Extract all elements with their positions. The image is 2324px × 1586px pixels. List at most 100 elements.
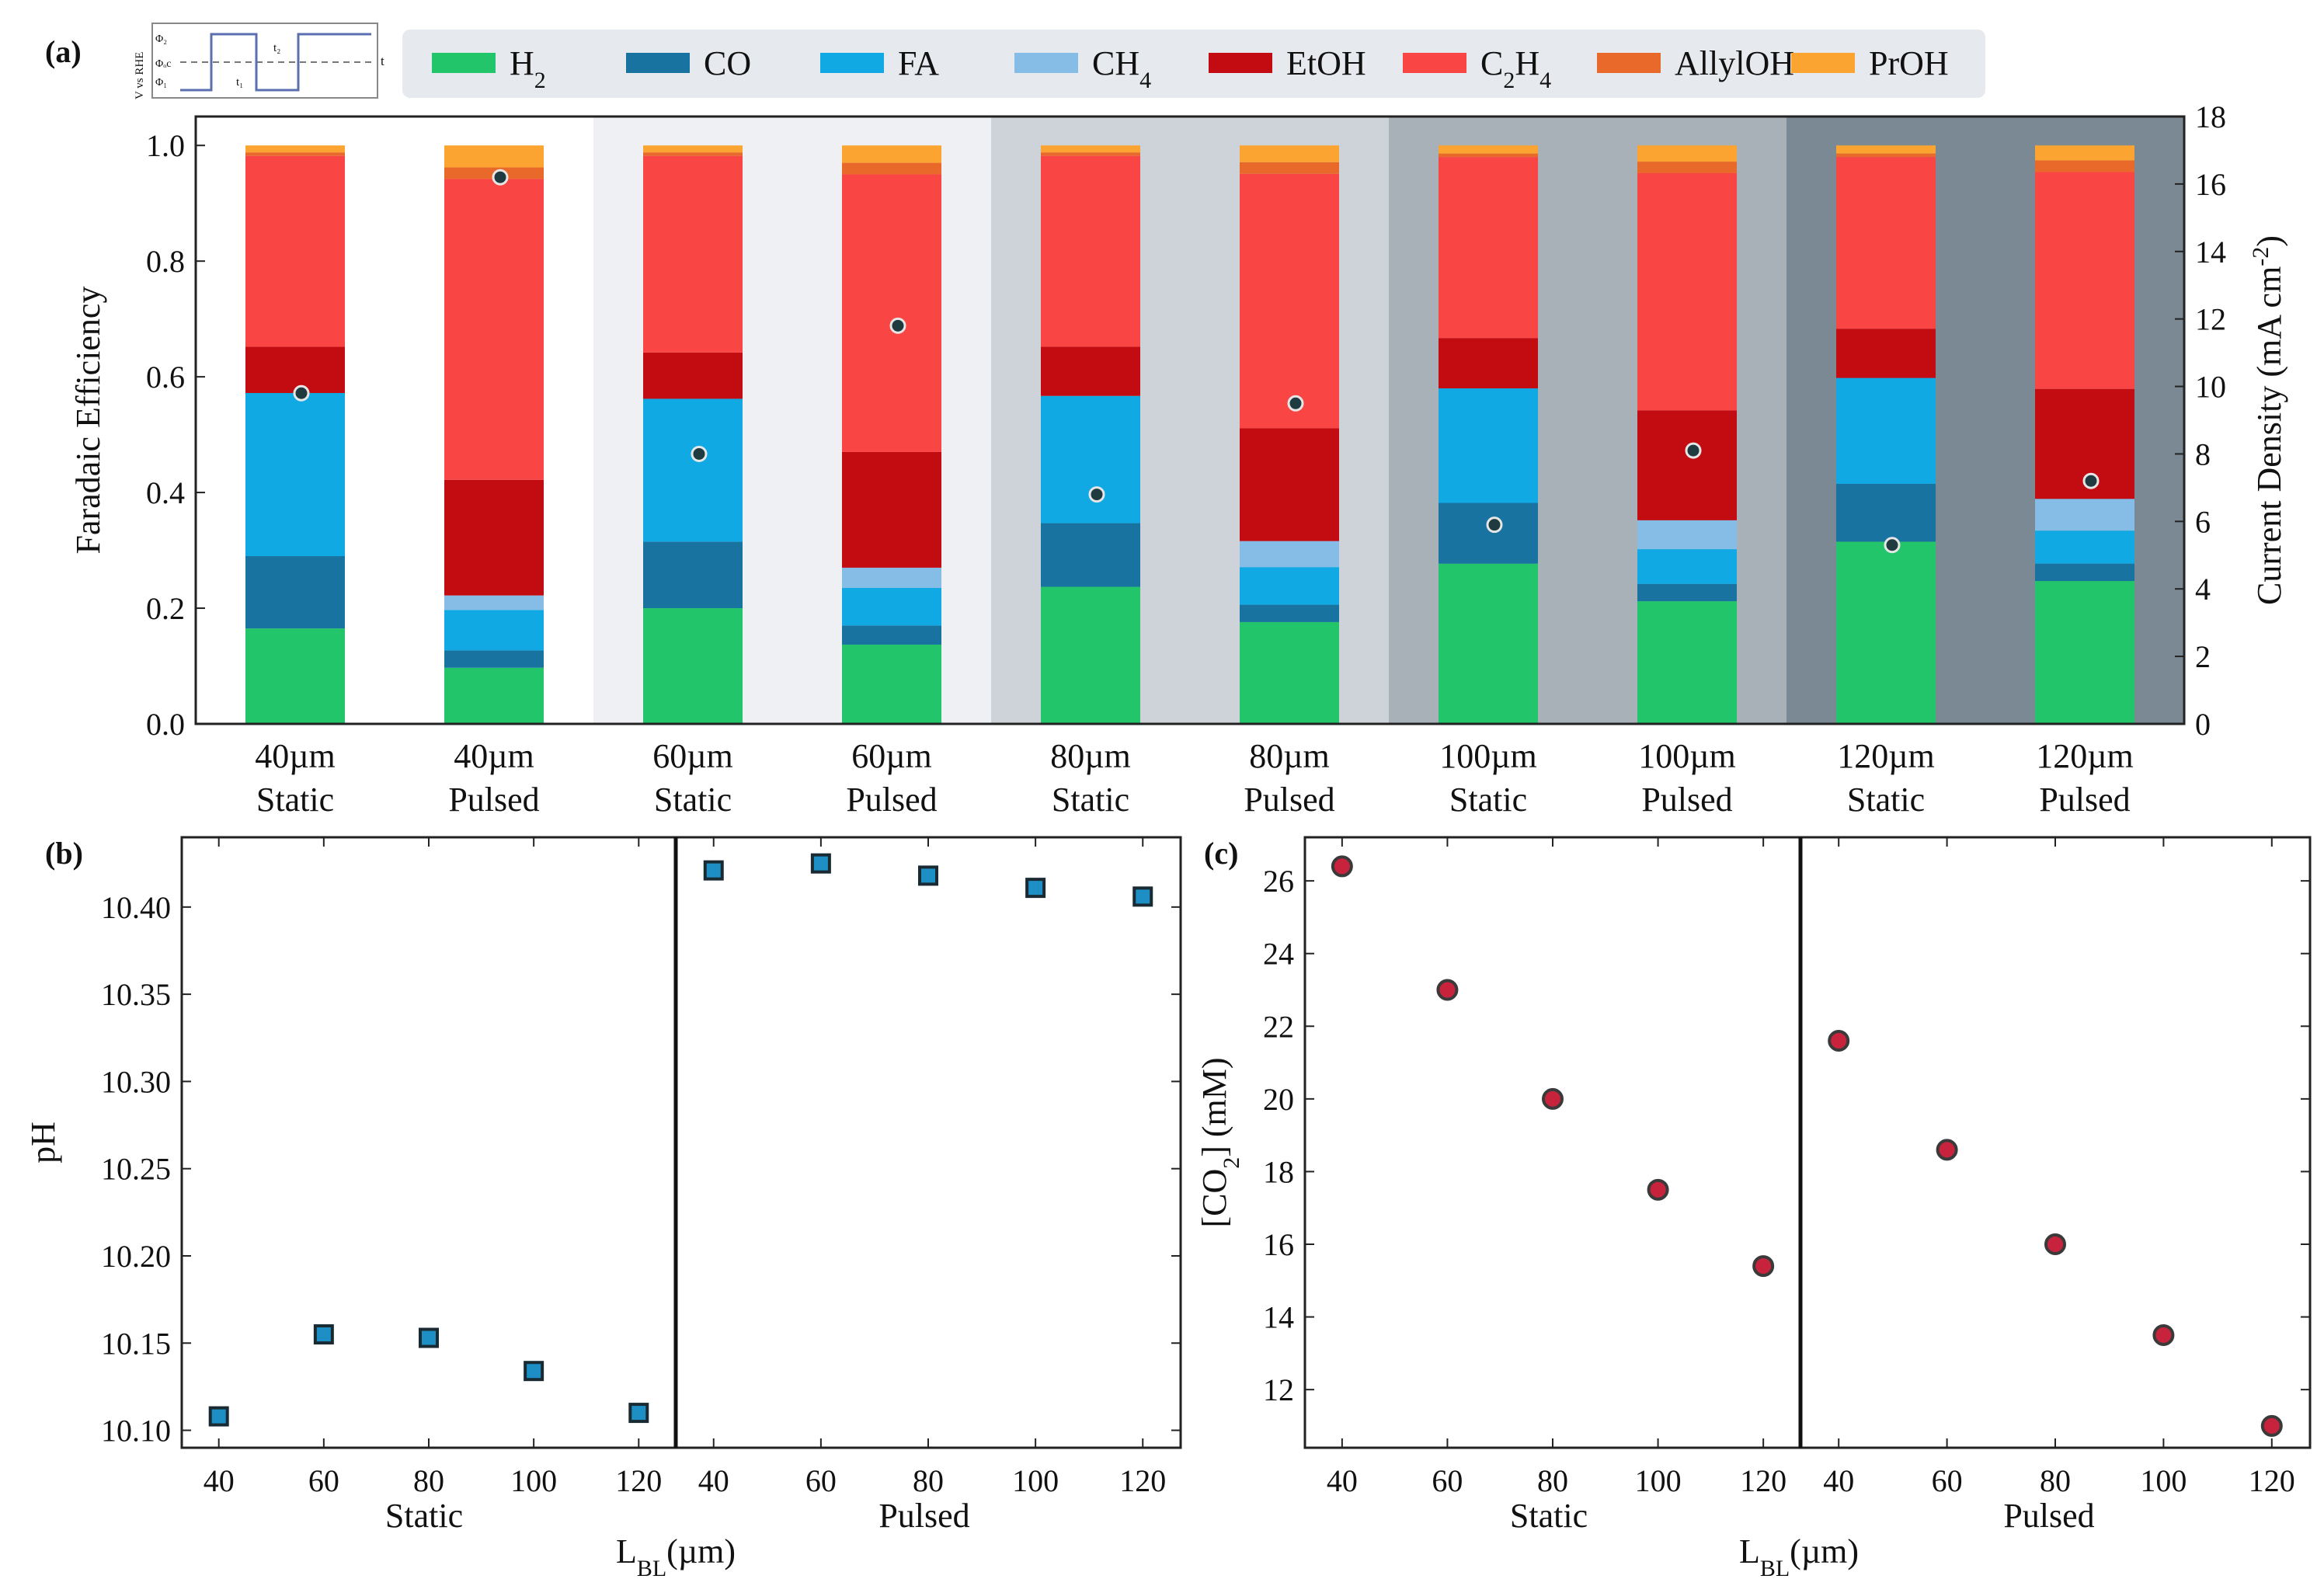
chart-a-xtick-thickness: 60µm: [851, 737, 932, 775]
bar-segment-CO: [2035, 563, 2134, 582]
legend-label-CO: CO: [704, 44, 751, 82]
chart-a-ytick-label: 0.2: [146, 591, 185, 626]
bar-segment-AllylOH: [842, 162, 941, 175]
chart-a-ytick-label: 0.0: [146, 707, 185, 742]
data-point-pulsed: [2044, 1233, 2066, 1255]
ytick-label: 10.15: [101, 1326, 171, 1361]
xtick-label: 100: [1012, 1463, 1059, 1498]
ytick-label: 18: [1263, 1154, 1294, 1189]
bar-segment-PrOH: [643, 145, 743, 153]
ytick-label: 10.20: [101, 1239, 171, 1274]
chart-a-legend: H2 CO FA CH4 EtOH C2H4 AllylOH PrOH: [402, 30, 1985, 98]
bar-segment-C2H4: [1637, 172, 1737, 411]
xtick-label: 60: [1932, 1463, 1963, 1498]
bar-segment-H2: [444, 667, 544, 724]
bar-segment-C2H4: [1439, 157, 1538, 339]
legend-label-FA: FA: [898, 44, 939, 82]
chart-a-xtick-thickness: 80µm: [1050, 737, 1131, 775]
bar-segment-C2H4: [1240, 173, 1339, 429]
chart-a-ytick-label: 0.8: [146, 244, 185, 279]
pulse-waveform-inset: V vs RHE Φ₂ Φₒc Φ₁ t₁ t₂ t: [134, 23, 384, 99]
bar-segment-CH4: [2035, 499, 2134, 531]
chart-a-frame: [194, 115, 2186, 725]
bar-segment-FA: [643, 398, 743, 542]
inset-t1: t₁: [236, 76, 243, 89]
chart-a-xtick-thickness: 60µm: [652, 737, 733, 775]
xtick-label: 100: [510, 1463, 557, 1498]
bar-segment-FA: [2035, 530, 2134, 564]
bar-segment-PrOH: [842, 145, 941, 163]
chart-a-xtick-thickness: 100µm: [1439, 737, 1537, 775]
bar-segment-H2: [842, 644, 941, 724]
chart-c-frame: [1303, 836, 2312, 1449]
current-density-point: [889, 317, 906, 334]
current-density-point: [1486, 516, 1503, 534]
inset-t2: t₂: [273, 42, 280, 54]
bar-segment-FA: [245, 392, 345, 557]
ytick-label: 16: [1263, 1227, 1294, 1262]
bar-segment-H2: [1041, 586, 1140, 724]
xtick-label: 100: [2140, 1463, 2187, 1498]
data-point-pulsed: [2152, 1323, 2175, 1346]
xtick-label: 80: [413, 1463, 444, 1498]
chart-a-xtick-thickness: 40µm: [454, 737, 534, 775]
ytick-label: 14: [1263, 1300, 1294, 1335]
chart-a-y2tick-label: 6: [2195, 504, 2211, 539]
bar-segment-FA: [1836, 377, 1936, 484]
chart-c-xlabel: LBL(µm): [1739, 1532, 1859, 1581]
xtick-label: 60: [805, 1463, 837, 1498]
chart-a-xtick-thickness: 100µm: [1638, 737, 1736, 775]
bar-segment-CH4: [842, 567, 941, 588]
chart-a-xtick-thickness: 120µm: [1837, 737, 1935, 775]
legend-swatch-H2: [432, 53, 496, 73]
chart-a-xtick-mode: Static: [256, 781, 334, 819]
legend-label-CH4: CH4: [1092, 44, 1151, 93]
ytick-label: 20: [1263, 1082, 1294, 1117]
chart-b-group-static: Static: [385, 1497, 463, 1535]
legend-swatch-CO: [626, 53, 690, 73]
bar-segment-CO: [1439, 503, 1538, 564]
bar-segment-EtOH: [1041, 346, 1140, 396]
bar-segment-EtOH: [1240, 428, 1339, 541]
chart-a-y2tick-label: 12: [2195, 302, 2226, 337]
data-point-static: [419, 1327, 439, 1348]
bar-segment-PrOH: [444, 145, 544, 168]
chart-a-y2tick-label: 2: [2195, 639, 2211, 674]
chart-a-y2tick-label: 0: [2195, 707, 2211, 742]
data-point-static: [1436, 979, 1459, 1001]
ytick-label: 22: [1263, 1009, 1294, 1044]
bar-segment-CO: [444, 650, 544, 668]
data-point-pulsed: [703, 860, 724, 881]
data-point-static: [313, 1324, 334, 1345]
data-point-pulsed: [1132, 886, 1153, 907]
panel-a-label: (a): [45, 34, 82, 69]
data-point-static: [1752, 1255, 1775, 1278]
legend-label-C2H4: C2H4: [1480, 44, 1551, 93]
xtick-label: 80: [1537, 1463, 1568, 1498]
xtick-label: 60: [308, 1463, 339, 1498]
chart-a-y2tick-label: 8: [2195, 436, 2211, 471]
chart-a-faradaic-efficiency: 0.0 0.2 0.4 0.6 0.8 1.0 0 2 4 6 8 10 12 14 16 18 40µm S…: [69, 99, 2288, 819]
chart-a-xtick-mode: Pulsed: [2039, 781, 2130, 819]
chart-a-xtick-mode: Pulsed: [846, 781, 937, 819]
data-point-pulsed: [2260, 1414, 2283, 1437]
inset-phi1: Φ₁: [155, 77, 167, 89]
bar-segment-AllylOH: [2035, 160, 2134, 172]
bar-segment-H2: [1836, 541, 1936, 724]
ytick-label: 10.25: [101, 1152, 171, 1187]
current-density-point: [2082, 472, 2100, 489]
chart-c-group-static: Static: [1510, 1497, 1588, 1535]
ytick-label: 26: [1263, 864, 1294, 899]
bar-segment-EtOH: [1836, 329, 1936, 378]
current-density-point: [492, 169, 509, 186]
bar-segment-H2: [1240, 621, 1339, 724]
legend-swatch-CH4: [1014, 53, 1078, 73]
chart-c-group-pulsed: Pulsed: [2003, 1497, 2094, 1535]
chart-a-y2label: Current Density (mA cm-2): [2248, 235, 2289, 605]
xtick-label: 100: [1635, 1463, 1682, 1498]
bar-segment-FA: [1041, 395, 1140, 523]
chart-b-ph: 10.10 10.15 10.20 10.25 10.30 10.35 10.40 40 60…: [24, 836, 1182, 1581]
bar-segment-FA: [1637, 549, 1737, 584]
chart-a-y2tick-label: 10: [2195, 370, 2226, 405]
